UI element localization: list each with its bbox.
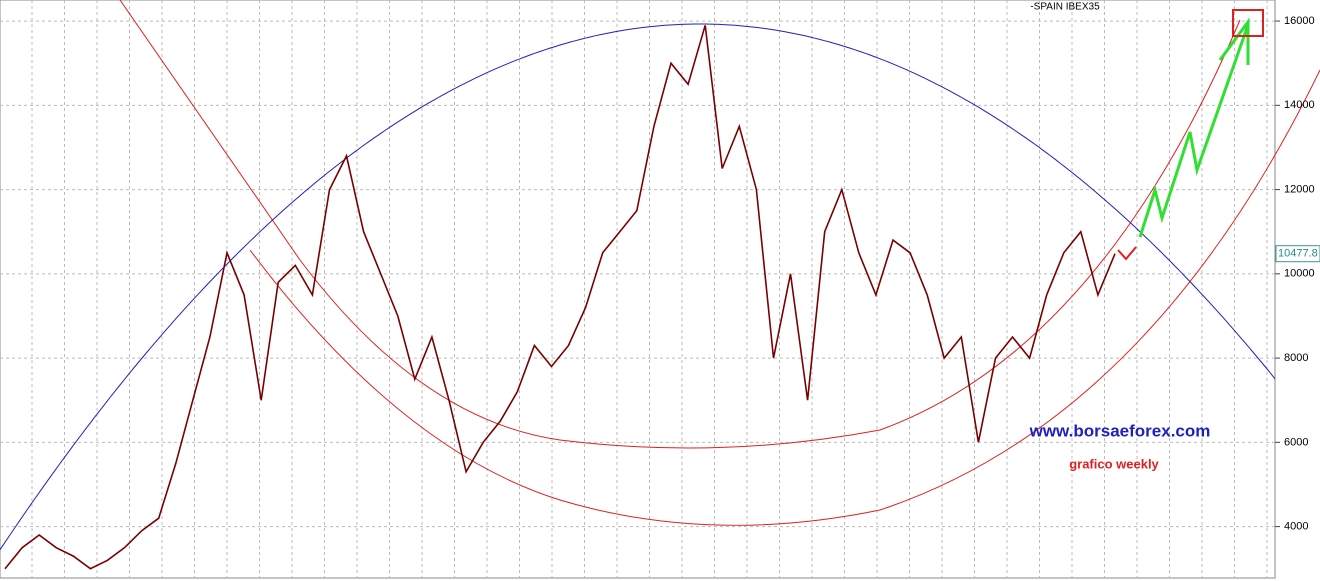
chart-note: grafico weekly bbox=[1069, 456, 1159, 471]
red-check bbox=[1117, 246, 1137, 261]
series bbox=[4, 25, 1116, 570]
y-tick-label: 6000 bbox=[1284, 436, 1308, 448]
arrow-head bbox=[1218, 17, 1250, 65]
blue-arc bbox=[0, 23, 1276, 551]
chart-title: -SPAIN IBEX35 bbox=[1030, 2, 1100, 13]
y-tick-label: 8000 bbox=[1284, 352, 1308, 364]
y-tick-label: 12000 bbox=[1284, 183, 1315, 195]
plot-area bbox=[0, 0, 1276, 579]
y-tick-label: 16000 bbox=[1284, 15, 1315, 27]
target-box bbox=[1232, 9, 1264, 37]
last-price-label: 10477.8 bbox=[1278, 248, 1318, 260]
y-tick-label: 4000 bbox=[1284, 521, 1308, 533]
y-tick-label: 14000 bbox=[1284, 99, 1315, 111]
green-arrow bbox=[1138, 24, 1250, 238]
red-arc-upper bbox=[119, 0, 1241, 449]
grid bbox=[0, 0, 1275, 578]
red-arc-lower bbox=[249, 69, 1320, 526]
price-line bbox=[4, 25, 1116, 570]
site-label: www.borsaeforex.com bbox=[1029, 421, 1211, 440]
y-tick-label: 10000 bbox=[1284, 268, 1315, 280]
last-price-box bbox=[1275, 245, 1320, 263]
